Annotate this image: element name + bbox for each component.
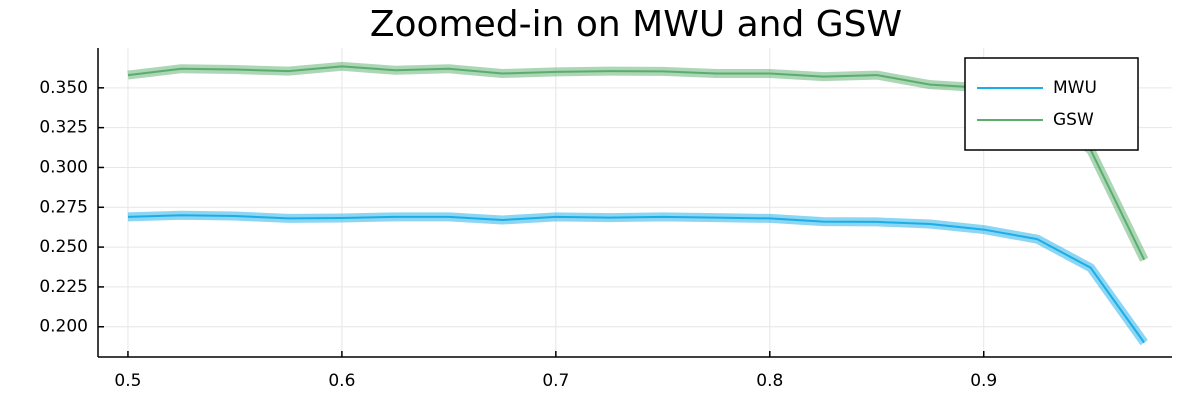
x-tick-label: 0.7 <box>542 371 569 391</box>
y-tick-label: 0.200 <box>39 317 88 337</box>
y-tick-label: 0.225 <box>39 277 88 297</box>
y-tick-label: 0.250 <box>39 237 88 257</box>
y-tick-label: 0.350 <box>39 78 88 98</box>
y-tick-label: 0.300 <box>39 157 88 177</box>
legend-box <box>964 57 1139 151</box>
series-band <box>127 210 1148 346</box>
chart-title: Zoomed-in on MWU and GSW <box>370 4 902 45</box>
series-line <box>127 214 1146 344</box>
legend-label: GSW <box>1053 110 1094 130</box>
x-tick-label: 0.5 <box>114 371 141 391</box>
legend: MWU GSW <box>964 57 1139 151</box>
legend-label: MWU <box>1053 78 1097 98</box>
x-tick-label: 0.6 <box>328 371 355 391</box>
x-tick-label: 0.8 <box>756 371 783 391</box>
y-tick-label: 0.275 <box>39 197 88 217</box>
x-tick-label: 0.9 <box>970 371 997 391</box>
y-tick-label: 0.325 <box>39 118 88 138</box>
